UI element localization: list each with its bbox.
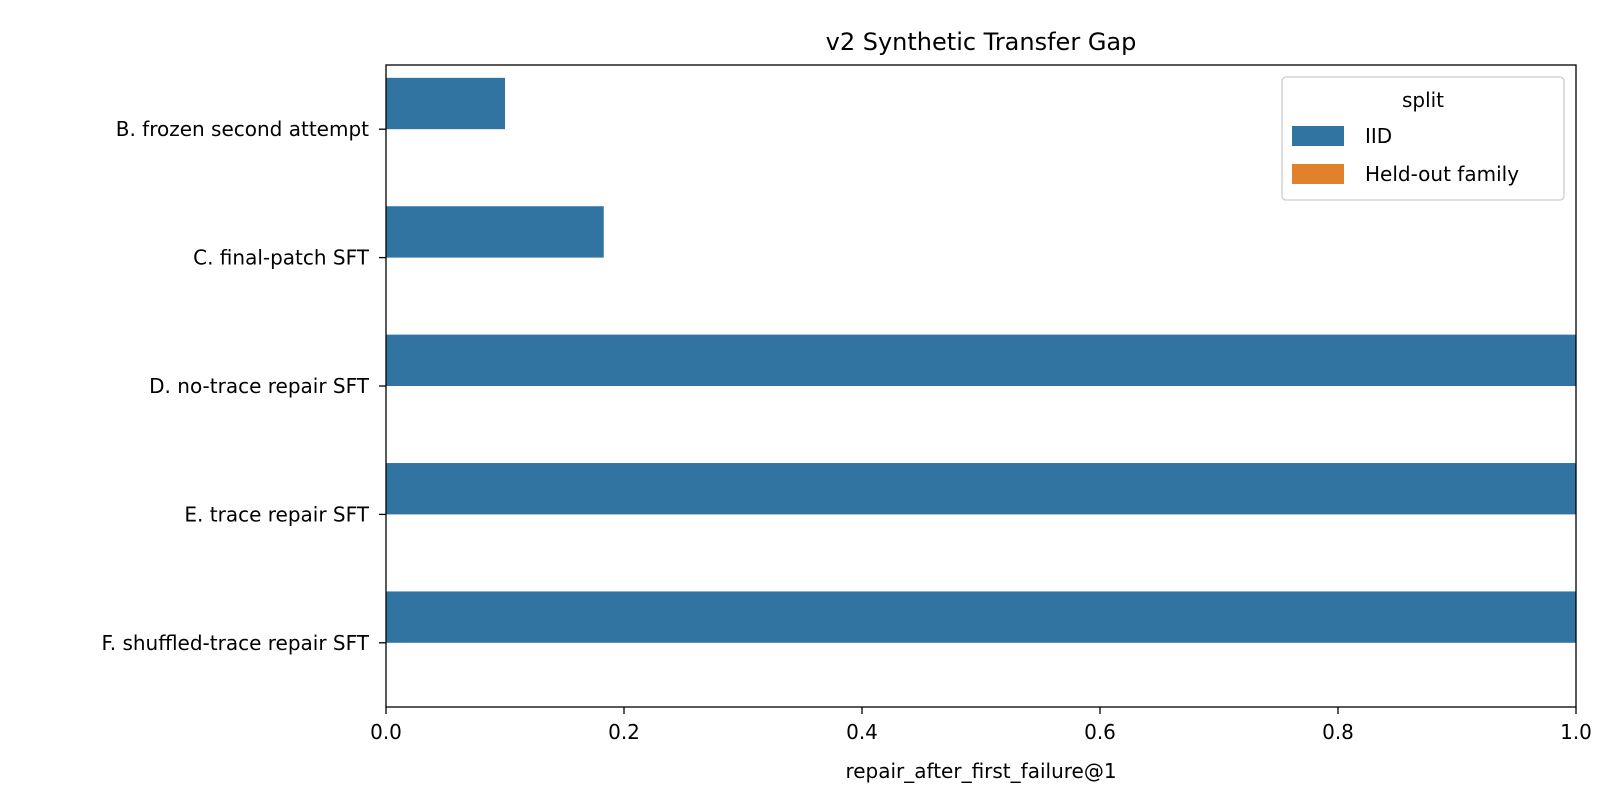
y-tick-label: C. final-patch SFT [193,246,370,270]
bars [386,77,1576,643]
legend-swatch-1 [1292,164,1344,184]
y-tick-label: F. shuffled-trace repair SFT [101,631,369,655]
x-tick-label: 0.0 [370,720,402,744]
legend: split IID Held-out family [1281,76,1565,201]
x-tick-label: 0.6 [1084,720,1116,744]
bar-iid-4 [386,591,1576,643]
chart-title: v2 Synthetic Transfer Gap [826,28,1137,56]
y-tick-label: B. frozen second attempt [116,117,369,141]
bar-iid-1 [386,206,604,258]
x-tick-label: 0.2 [608,720,640,744]
x-axis-label: repair_after_first_failure@1 [845,759,1116,783]
legend-swatch-0 [1292,126,1344,146]
legend-entry-1: Held-out family [1365,162,1519,186]
legend-box [1281,76,1565,201]
bar-iid-3 [386,463,1576,515]
x-axis: 0.0 0.2 0.4 0.6 0.8 1.0 [370,707,1592,744]
bar-iid-2 [386,334,1576,386]
y-tick-label: D. no-trace repair SFT [149,374,370,398]
legend-title: split [1402,88,1444,112]
y-tick-label: E. trace repair SFT [184,502,369,526]
bar-iid-0 [386,77,505,130]
x-tick-label: 0.4 [846,720,878,744]
legend-entry-0: IID [1365,124,1392,148]
x-tick-label: 1.0 [1560,720,1592,744]
y-axis: B. frozen second attempt C. final-patch S… [101,117,386,655]
x-tick-label: 0.8 [1322,720,1354,744]
